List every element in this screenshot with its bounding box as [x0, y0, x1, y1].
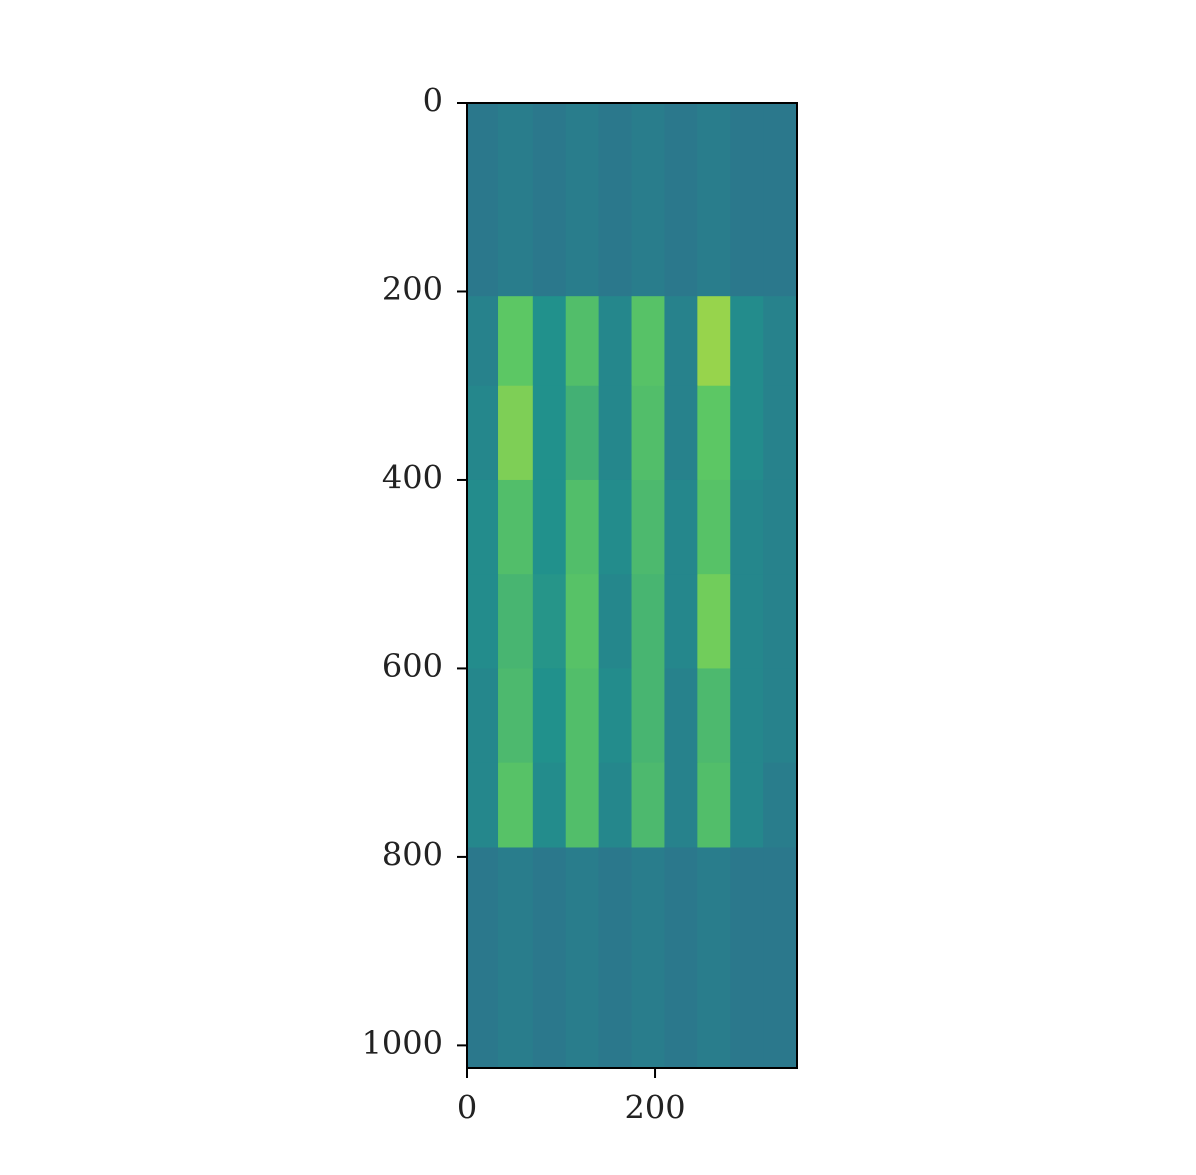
heatmap-cell — [532, 668, 567, 764]
heatmap-cell — [664, 847, 698, 1069]
heatmap-cell — [631, 668, 665, 764]
heatmap-cell — [631, 479, 665, 575]
heatmap-cell — [498, 574, 534, 669]
heatmap-cell — [697, 762, 731, 848]
heatmap-cell — [598, 847, 633, 1069]
heatmap-cell — [598, 296, 633, 387]
heatmap-cell — [631, 847, 665, 1069]
heatmap-cell — [730, 479, 764, 575]
heatmap-cell — [532, 296, 567, 387]
heatmap-cell — [664, 668, 698, 764]
heatmap-cell — [763, 103, 798, 297]
heatmap-cell — [697, 479, 731, 575]
heatmap-cell — [467, 847, 499, 1069]
heatmap-cell — [565, 762, 600, 848]
heatmap-cell — [697, 668, 731, 764]
heatmap-cell — [565, 847, 600, 1069]
heatmap-cell — [598, 668, 633, 764]
heatmap-cell — [763, 479, 798, 575]
heatmap-cell — [730, 385, 764, 481]
heatmap-cell — [498, 103, 534, 297]
heatmap-cell — [664, 762, 698, 848]
heatmap-cell — [730, 847, 764, 1069]
heatmap-cell — [565, 385, 600, 481]
heatmap-cell — [598, 762, 633, 848]
heatmap-cell — [498, 668, 534, 764]
heatmap-cell — [763, 296, 798, 387]
heatmap-cell — [532, 385, 567, 481]
heatmap-cell — [467, 762, 499, 848]
heatmap-cell — [498, 847, 534, 1069]
heatmap-cell — [631, 762, 665, 848]
y-tick-label: 400 — [382, 458, 443, 496]
heatmap-cell — [467, 385, 499, 481]
y-tick-label: 600 — [382, 647, 443, 685]
heatmap-cell — [664, 479, 698, 575]
heatmap-cell — [664, 296, 698, 387]
heatmap-cell — [467, 479, 499, 575]
y-tick-label: 0 — [423, 82, 443, 120]
heatmap-cell — [697, 847, 731, 1069]
heatmap-cell — [763, 847, 798, 1069]
heatmap-cell — [532, 762, 567, 848]
heatmap-cell — [631, 296, 665, 387]
y-tick-label: 800 — [382, 835, 443, 873]
heatmap-cell — [532, 574, 567, 669]
heatmap-cell — [498, 479, 534, 575]
heatmap-cell — [498, 762, 534, 848]
heatmap-cell — [664, 385, 698, 481]
heatmap-cell — [532, 847, 567, 1069]
heatmap-cell — [565, 574, 600, 669]
heatmap-cell — [631, 103, 665, 297]
heatmap-cell — [763, 762, 798, 848]
heatmap-cell — [532, 103, 567, 297]
heatmap-cell — [730, 762, 764, 848]
heatmap-cell — [631, 385, 665, 481]
heatmap-cell — [730, 296, 764, 387]
heatmap-cell — [697, 385, 731, 481]
heatmap-cell — [697, 296, 731, 387]
heatmap-cell — [598, 103, 633, 297]
heatmap-cell — [498, 296, 534, 387]
heatmap-cell — [730, 574, 764, 669]
heatmap-cell — [697, 103, 731, 297]
heatmap-cell — [763, 574, 798, 669]
x-tick-label: 200 — [624, 1089, 685, 1127]
heatmap-cell — [598, 385, 633, 481]
heatmap-cell — [697, 574, 731, 669]
heatmap-cell — [598, 574, 633, 669]
heatmap-cell — [565, 103, 600, 297]
heatmap-cell — [763, 668, 798, 764]
heatmap-cell — [498, 385, 534, 481]
heatmap-cell — [598, 479, 633, 575]
heatmap-cell — [730, 103, 764, 297]
heatmap-cell — [467, 103, 499, 297]
y-tick-label: 1000 — [362, 1024, 443, 1062]
heatmap-cell — [532, 479, 567, 575]
y-tick-label: 200 — [382, 270, 443, 308]
heatmap-cell — [565, 296, 600, 387]
heatmap-cell — [467, 668, 499, 764]
x-tick-label: 0 — [457, 1089, 477, 1127]
heatmap-cell — [467, 296, 499, 387]
heatmap-cell — [763, 385, 798, 481]
heatmap-cell — [730, 668, 764, 764]
heatmap-cell — [565, 668, 600, 764]
plot-frame — [466, 102, 798, 1069]
heatmap-cell — [631, 574, 665, 669]
heatmap-cell — [565, 479, 600, 575]
heatmap-image — [467, 103, 798, 1069]
heatmap-cell — [664, 103, 698, 297]
heatmap-cell — [664, 574, 698, 669]
heatmap-cell — [467, 574, 499, 669]
